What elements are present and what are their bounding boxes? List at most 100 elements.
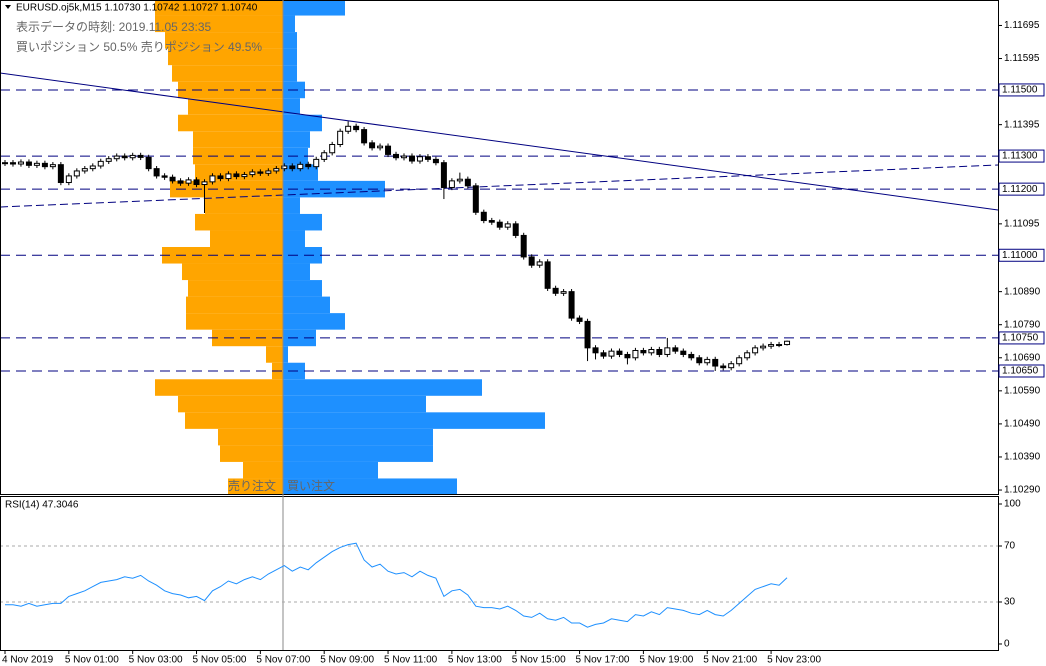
candle-body xyxy=(321,152,328,160)
candle-body xyxy=(576,317,583,322)
candle-body xyxy=(249,171,256,176)
order-bar xyxy=(155,379,283,396)
candle-body xyxy=(584,320,591,349)
candle-body xyxy=(688,353,695,359)
order-bar xyxy=(210,230,283,247)
candle-body xyxy=(760,345,767,349)
candle-body xyxy=(536,261,543,266)
level-label: 1.11300 xyxy=(1002,151,1038,162)
order-bar xyxy=(283,48,297,66)
candles xyxy=(2,121,791,371)
y-tick-label: 1.10490 xyxy=(1004,419,1041,430)
level-label: 1.10750 xyxy=(1002,333,1039,344)
candle-body xyxy=(464,178,471,187)
candle-body xyxy=(632,349,639,359)
order-bar xyxy=(188,280,283,297)
order-bar xyxy=(185,412,283,429)
candle-body xyxy=(664,347,671,355)
candle-body xyxy=(105,158,112,162)
candle-body xyxy=(41,162,48,168)
candle-body xyxy=(432,158,439,164)
candle-body xyxy=(353,125,360,131)
candle-body xyxy=(345,125,352,132)
level-label: 1.11200 xyxy=(1002,184,1038,195)
candle-body xyxy=(416,156,423,162)
order-bar xyxy=(243,461,283,479)
order-bar xyxy=(283,98,300,115)
candle-body xyxy=(265,170,272,174)
candle-body xyxy=(768,344,775,347)
order-bar xyxy=(220,445,283,462)
candle-body xyxy=(361,129,368,144)
candle-body xyxy=(57,164,64,184)
rsi-plot xyxy=(1,542,998,628)
candle-body xyxy=(313,158,320,168)
rsi-panel xyxy=(0,496,999,651)
candle-body xyxy=(201,181,208,186)
order-bar xyxy=(283,280,322,297)
symbol-info: EURUSD.oj5k,M15 1.10730 1.10742 1.10727 … xyxy=(16,3,258,14)
order-bar xyxy=(283,395,426,413)
x-tick-label: 5 Nov 05:00 xyxy=(193,655,247,666)
candle-body xyxy=(712,358,719,367)
y-tick-label: 1.10890 xyxy=(1004,286,1041,297)
candle-body xyxy=(25,161,32,166)
candle-body xyxy=(121,155,128,159)
order-bar xyxy=(283,296,330,314)
candle-body xyxy=(728,363,735,369)
order-bar xyxy=(283,346,288,363)
order-bar xyxy=(193,147,283,165)
candle-body xyxy=(65,175,72,184)
x-tick-label: 5 Nov 03:00 xyxy=(129,655,183,666)
axes: 1.11695 1.11595 1.11395 1.11095 1.10890 1.107… xyxy=(2,20,1045,666)
order-bar xyxy=(283,461,378,479)
order-bar xyxy=(228,478,283,494)
candle-body xyxy=(640,349,647,354)
candle-body xyxy=(401,155,407,159)
level-box xyxy=(998,83,1045,97)
candle-body xyxy=(129,154,136,159)
order-bar xyxy=(182,263,283,281)
order-bar xyxy=(165,32,283,49)
candle-body xyxy=(305,163,312,168)
candle-body xyxy=(369,142,376,149)
level-label: 1.10650 xyxy=(1002,366,1039,377)
rsi-tick-label: 70 xyxy=(1004,541,1016,552)
candle-body xyxy=(257,171,264,174)
candle-body xyxy=(680,350,687,355)
candle-body xyxy=(137,154,144,158)
candle-body xyxy=(776,344,783,347)
candle-body xyxy=(73,170,80,177)
order-bar xyxy=(155,1,283,16)
candle-body xyxy=(281,165,288,170)
level-box xyxy=(998,149,1045,163)
candle-body xyxy=(81,168,88,172)
level-box xyxy=(998,182,1045,196)
order-bar xyxy=(186,313,283,330)
order-bar xyxy=(155,15,283,33)
menu-triangle[interactable] xyxy=(5,5,11,9)
candle-body xyxy=(2,162,8,165)
candle-body xyxy=(225,173,232,180)
candle-body xyxy=(209,175,216,183)
buy-label: 買い注文 xyxy=(287,478,335,493)
candle-body xyxy=(704,358,711,364)
rsi-tick-label: 0 xyxy=(1004,639,1010,650)
y-tick-label: 1.10390 xyxy=(1004,452,1041,463)
candle-body xyxy=(448,180,455,188)
candle-body xyxy=(440,162,447,188)
x-tick-label: 5 Nov 09:00 xyxy=(320,655,374,666)
candle-body xyxy=(185,179,192,184)
candle-body xyxy=(9,162,16,165)
order-bar xyxy=(283,32,297,49)
candle-body xyxy=(177,180,184,184)
candle-body xyxy=(568,291,575,319)
candle-body xyxy=(169,176,176,182)
candle-body xyxy=(752,347,759,354)
candle-body xyxy=(377,145,384,149)
candle-body xyxy=(560,291,567,294)
candle-body xyxy=(273,168,280,172)
candle-body xyxy=(337,130,344,145)
x-tick-label: 5 Nov 23:00 xyxy=(767,655,821,666)
